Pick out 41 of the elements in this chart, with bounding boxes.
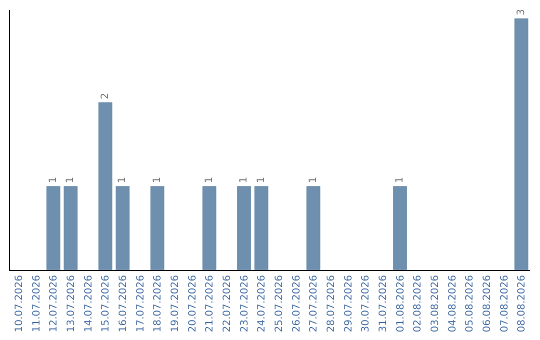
x-tick-label: 13.07.2026 (66, 275, 77, 332)
x-tick-label: 07.08.2026 (499, 275, 510, 332)
data-label: 1 (204, 176, 215, 184)
x-tick-label: 31.07.2026 (378, 275, 389, 332)
x-tick-label: 15.07.2026 (100, 275, 112, 332)
data-label: 3 (516, 9, 527, 16)
x-tick-label: 28.07.2026 (326, 275, 337, 332)
x-tick-label: 22.07.2026 (222, 275, 233, 332)
x-tick-label: 30.07.2026 (360, 275, 372, 332)
x-tick-label: 04.08.2026 (447, 275, 458, 332)
x-tick-label: 18.07.2026 (152, 275, 164, 332)
x-tick-label: 01.08.2026 (395, 275, 406, 332)
x-tick-label: 21.07.2026 (204, 275, 216, 332)
x-tick-label: 26.07.2026 (291, 275, 302, 332)
x-tick-label: 16.07.2026 (118, 275, 129, 332)
x-tick-label: 25.07.2026 (274, 275, 285, 332)
data-label: 1 (308, 176, 319, 184)
data-label: 1 (256, 176, 267, 184)
x-tick-label: 14.07.2026 (83, 275, 94, 332)
x-tick-label: 23.07.2026 (239, 275, 250, 332)
x-tick-label: 02.08.2026 (412, 275, 424, 332)
x-tick-label: 06.08.2026 (482, 275, 493, 332)
data-label: 1 (238, 176, 250, 184)
data-label: 1 (394, 176, 406, 184)
x-tick-label: 11.07.2026 (31, 275, 42, 332)
x-tick-label: 24.07.2026 (256, 275, 268, 332)
x-tick-label: 27.07.2026 (308, 275, 320, 332)
x-tick-label: 29.07.2026 (343, 275, 354, 332)
data-label: 1 (48, 176, 59, 184)
data-label: 1 (152, 176, 163, 184)
x-tick-label: 17.07.2026 (135, 275, 146, 332)
x-tick-label: 03.08.2026 (430, 275, 441, 332)
data-label: 1 (65, 176, 76, 184)
x-tick-label: 05.08.2026 (464, 275, 476, 332)
x-tick-label: 08.08.2026 (516, 275, 528, 332)
data-label: 1 (117, 176, 128, 184)
x-tick-label: 10.07.2026 (14, 275, 25, 332)
x-tick-label: 12.07.2026 (48, 275, 60, 332)
data-label: 2 (100, 92, 111, 100)
x-tick-label: 20.07.2026 (187, 275, 198, 332)
x-tick-label: 19.07.2026 (170, 275, 181, 332)
